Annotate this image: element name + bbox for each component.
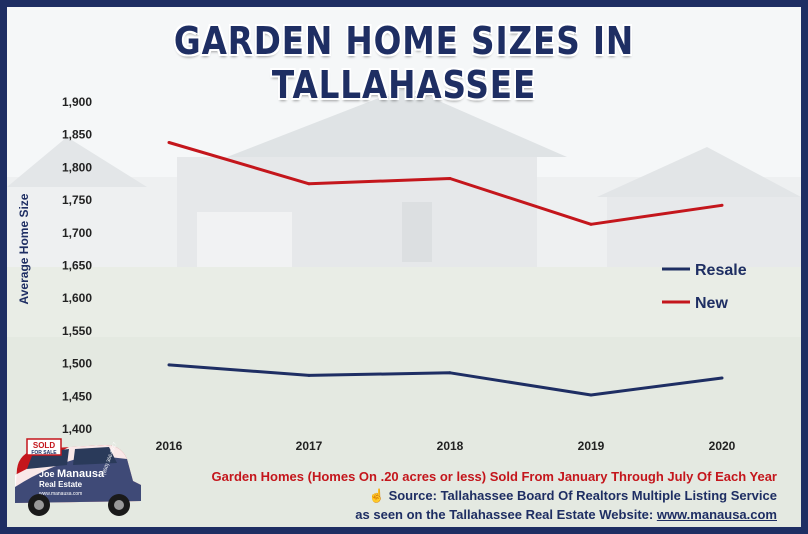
y-tick-label: 1,550 [62,324,92,338]
caption-line-1: Garden Homes (Homes On .20 acres or less… [211,469,777,484]
legend-label-resale: Resale [695,262,747,279]
y-tick-label: 1,800 [62,160,92,174]
data-point-new [167,141,171,144]
car-brand-joe: Joe [39,469,55,479]
chart-title: Garden Home Sizes In Tallahassee [173,19,635,107]
data-point-resale [167,363,171,367]
x-axis-ticks: 2016 2017 2018 2019 2020 [156,439,736,453]
background-house-photo [7,7,801,527]
data-point-resale [307,373,311,377]
website-link[interactable]: www.manausa.com [656,507,777,522]
x-tick-label: 2018 [437,439,464,453]
series-line-new [168,141,723,226]
y-axis-label: Average Home Size [17,193,31,304]
x-tick-label: 2017 [296,439,323,453]
data-point-resale [589,393,593,397]
caption-line-2: ☝ Source: Tallahassee Board Of Realtors … [177,486,777,505]
caption: Garden Homes (Homes On .20 acres or less… [177,467,777,524]
sold-sign [26,438,62,456]
y-tick-label: 1,850 [62,128,92,142]
x-tick-label: 2020 [709,439,736,453]
data-point-new [589,222,593,226]
series-layer [167,141,724,397]
line-chart: 1,400 1,450 1,500 1,550 1,600 1,650 1,700 1,750… [17,95,747,453]
realtor-car-graphic: SOLD FOR SALE Joe Manausa Real Estate ww… [15,438,141,516]
y-tick-label: 1,500 [62,357,92,371]
series-line-resale [168,363,723,397]
y-tick-label: 1,400 [62,422,92,436]
data-point-new [307,182,311,186]
y-tick-label: 1,700 [62,226,92,240]
y-axis-ticks: 1,400 1,450 1,500 1,550 1,600 1,650 1,700 1,750… [62,95,92,436]
caption-line-3: as seen on the Tallahassee Real Estate W… [177,505,777,524]
data-point-resale [720,376,724,380]
x-tick-label: 2016 [156,439,183,453]
car-website: www.manausa.com [39,491,82,497]
data-point-new [720,203,724,207]
y-tick-label: 1,450 [62,389,92,403]
data-point-new [448,177,452,180]
for-sale-text: FOR SALE [31,450,57,456]
car-brand-real-estate: Real Estate [39,480,83,489]
data-point-resale [448,371,452,375]
y-tick-label: 1,600 [62,291,92,305]
caption-source: Source: Tallahassee Board Of Realtors Mu… [388,488,777,503]
pointing-hand-icon: ☝ [368,488,385,503]
caption-website-prefix: as seen on the Tallahassee Real Estate W… [355,507,654,522]
y-tick-label: 1,650 [62,259,92,273]
y-tick-label: 1,900 [62,95,92,109]
x-tick-label: 2019 [578,439,605,453]
car-brand-manausa: Manausa [57,468,105,480]
legend: Resale New [662,262,747,312]
y-tick-label: 1,750 [62,193,92,207]
legend-label-new: New [695,295,728,312]
sold-sign-text: SOLD [33,441,55,450]
